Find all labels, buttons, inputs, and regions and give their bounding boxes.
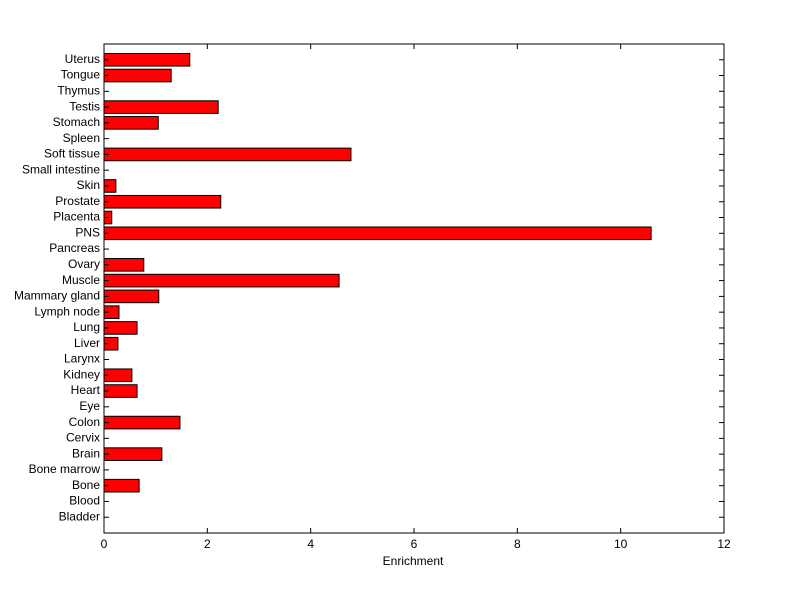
- y-tick-label: Brain: [72, 446, 100, 460]
- bar: [103, 68, 172, 83]
- y-tick-label: Larynx: [64, 352, 100, 366]
- bar: [103, 289, 160, 304]
- y-tick-label: Tongue: [61, 68, 101, 82]
- x-tick-label: 0: [101, 537, 108, 551]
- y-tick-label: Muscle: [62, 273, 100, 287]
- y-tick-label: Testis: [69, 99, 100, 113]
- bar: [103, 273, 340, 288]
- y-tick-label: Liver: [74, 336, 100, 350]
- x-tick-label: 4: [307, 537, 314, 551]
- x-tick-label: 12: [717, 537, 731, 551]
- y-tick-label: Ovary: [68, 257, 100, 271]
- bar: [103, 52, 191, 67]
- bar: [103, 194, 222, 209]
- x-tick-label: 2: [204, 537, 211, 551]
- y-tick-label: Mammary gland: [14, 289, 100, 303]
- x-axis-label: Enrichment: [383, 554, 444, 568]
- x-tick-label: 8: [514, 537, 521, 551]
- bar: [103, 478, 140, 493]
- bar: [103, 258, 145, 272]
- y-tick-label: Bone: [72, 478, 100, 492]
- y-tick-label: Blood: [69, 494, 100, 508]
- y-tick-label: Bladder: [59, 509, 100, 523]
- y-tick-label: Lymph node: [34, 304, 100, 318]
- y-tick-label: Uterus: [65, 52, 100, 66]
- y-tick-label: Colon: [69, 415, 100, 429]
- y-tick-label: Eye: [79, 399, 100, 413]
- y-tick-label: Cervix: [66, 431, 100, 445]
- x-tick-label: 6: [411, 537, 418, 551]
- y-tick-label: Kidney: [63, 367, 100, 381]
- bar: [103, 415, 181, 430]
- bar: [103, 116, 159, 130]
- bar: [103, 226, 652, 241]
- bar: [103, 447, 163, 461]
- y-tick-label: Placenta: [53, 210, 100, 224]
- y-tick-label: Small intestine: [22, 162, 100, 176]
- y-tick-label: Spleen: [63, 131, 100, 145]
- bar: [103, 147, 352, 162]
- plot-frame: [103, 43, 725, 534]
- y-tick-label: Lung: [73, 320, 100, 334]
- y-tick-label: Thymus: [57, 83, 100, 97]
- y-tick-label: Pancreas: [49, 241, 100, 255]
- y-tick-label: PNS: [75, 225, 100, 239]
- y-tick-label: Heart: [71, 383, 101, 397]
- x-tick-label: 10: [614, 537, 628, 551]
- y-tick-label: Stomach: [53, 115, 100, 129]
- y-tick-label: Prostate: [55, 194, 100, 208]
- y-tick-label: Skin: [77, 178, 100, 192]
- bar: [103, 100, 219, 114]
- y-tick-label: Soft tissue: [44, 147, 100, 161]
- y-tick-label: Bone marrow: [29, 462, 101, 476]
